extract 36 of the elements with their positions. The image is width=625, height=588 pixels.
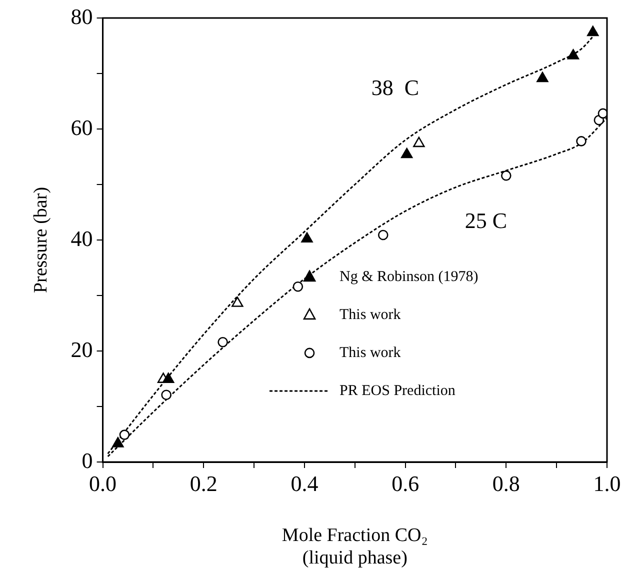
legend-label: PR EOS Prediction <box>340 382 456 399</box>
point <box>501 170 512 181</box>
point <box>567 49 580 60</box>
point <box>232 296 244 307</box>
annotation: 25 C <box>464 208 508 234</box>
point <box>112 437 124 448</box>
y-axis-title: Pressure (bar) <box>30 186 52 294</box>
x-tick-label: 0.6 <box>392 470 420 496</box>
legend-label: This work <box>340 344 402 361</box>
point <box>292 281 304 292</box>
point <box>162 372 174 383</box>
point <box>576 136 586 146</box>
y-tick-label: 60 <box>70 114 93 140</box>
point <box>161 390 172 400</box>
point <box>218 336 228 348</box>
point <box>119 430 130 440</box>
point <box>301 232 313 243</box>
legend-label: This work <box>340 306 402 323</box>
x-tick-label: 0.4 <box>290 470 318 496</box>
legend-label: Ng & Robinson (1978) <box>340 268 478 285</box>
y-tick-label: 0 <box>82 448 93 473</box>
y-tick-label: 20 <box>70 336 93 362</box>
y-tick-label: 80 <box>70 4 93 29</box>
point <box>378 230 388 240</box>
annotation: 38 C <box>371 74 420 100</box>
x-tick-label: 0.2 <box>190 470 218 496</box>
point <box>536 72 548 82</box>
point <box>587 26 599 36</box>
point <box>400 148 413 158</box>
x-tick-label: 1.0 <box>593 470 621 496</box>
x-axis-title: Mole Fraction CO₂ (liquid phase) <box>282 524 428 569</box>
point <box>598 108 607 119</box>
x-tick-label: 0.8 <box>492 470 520 496</box>
x-tick-label: 0.0 <box>89 470 117 496</box>
point <box>413 136 425 148</box>
y-tick-label: 40 <box>70 226 93 251</box>
